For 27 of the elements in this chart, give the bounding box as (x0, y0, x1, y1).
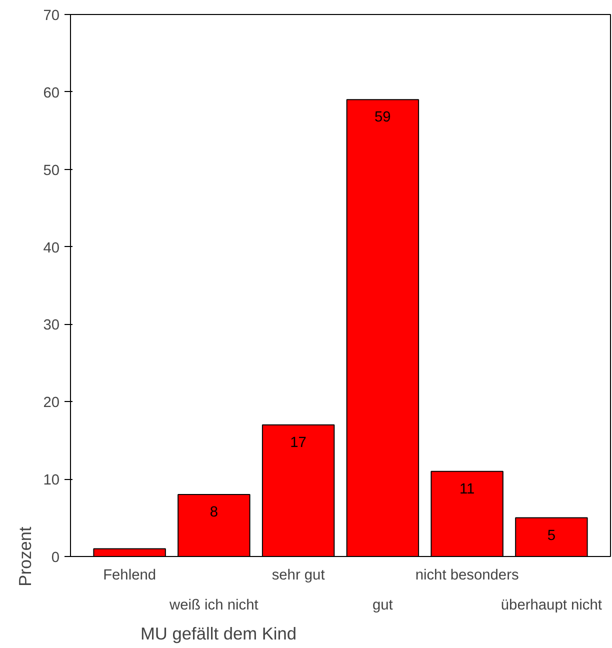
bar (515, 517, 588, 556)
y-tick-label: 40 (43, 240, 60, 256)
y-tick-label: 50 (43, 162, 60, 179)
x-tick-label: weiß ich nicht (168, 598, 258, 614)
data-label: 11 (459, 481, 475, 498)
x-tick-label: sehr gut (272, 568, 325, 584)
data-label: 5 (547, 528, 556, 544)
bar (430, 470, 504, 556)
bar (346, 99, 420, 556)
y-tick-label: 10 (43, 472, 60, 489)
x-tick-label: Fehlend (103, 568, 156, 584)
data-label: 59 (374, 110, 391, 126)
bar (93, 548, 166, 556)
y-axis-title: Prozent (15, 526, 36, 586)
y-tick-label: 60 (43, 85, 60, 102)
bar (178, 494, 250, 556)
y-tick-label: 20 (43, 395, 60, 412)
x-tick-label: überhaupt nicht (500, 598, 602, 614)
x-tick-label: gut (372, 598, 393, 614)
bar (262, 424, 335, 556)
y-tick-label: 0 (51, 550, 60, 566)
y-tick-label: 70 (43, 8, 60, 24)
x-tick-label: nicht besonders (415, 568, 519, 584)
y-tick-label: 30 (43, 318, 60, 334)
x-axis-title: MU gefällt dem Kind (140, 624, 297, 644)
data-label: 8 (210, 504, 218, 521)
data-label: 17 (290, 434, 306, 451)
